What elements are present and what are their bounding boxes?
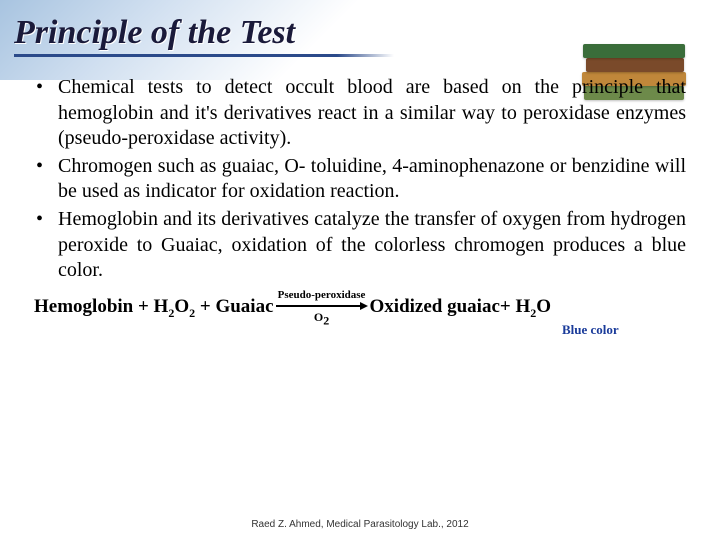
bullet-item: Chromogen such as guaiac, O- toluidine, … <box>34 154 686 205</box>
reaction-arrow: Pseudo-peroxidase O2 <box>276 290 368 326</box>
eq-text: + Guaiac <box>195 296 273 317</box>
eq-text: Oxidized guaiac+ H <box>370 296 531 317</box>
bullet-list: Chemical tests to detect occult blood ar… <box>34 75 686 284</box>
eq-text: O <box>536 296 551 317</box>
eq-rhs: Oxidized guaiac+ H2O <box>370 296 552 321</box>
eq-text: O <box>314 310 323 324</box>
eq-sub: 2 <box>323 313 329 327</box>
arrow-label-bottom: O2 <box>314 311 329 326</box>
eq-text: Hemoglobin + H <box>34 296 168 317</box>
footer-credit: Raed Z. Ahmed, Medical Parasitology Lab.… <box>0 519 720 530</box>
reaction-equation: Hemoglobin + H2O2 + Guaiac Pseudo-peroxi… <box>34 290 686 326</box>
arrow-head-icon <box>360 302 368 310</box>
slide-title: Principle of the Test <box>14 14 720 52</box>
title-block: Principle of the Test <box>0 0 720 61</box>
eq-text: O <box>174 296 189 317</box>
arrow-shaft <box>276 305 360 307</box>
content-area: Chemical tests to detect occult blood ar… <box>0 61 720 338</box>
title-underline <box>14 54 394 57</box>
arrow-label-top: Pseudo-peroxidase <box>278 290 366 301</box>
blue-color-note: Blue color <box>562 322 686 338</box>
bullet-item: Chemical tests to detect occult blood ar… <box>34 75 686 152</box>
bullet-item: Hemoglobin and its derivatives catalyze … <box>34 207 686 284</box>
eq-lhs: Hemoglobin + H2O2 + Guaiac <box>34 296 274 321</box>
